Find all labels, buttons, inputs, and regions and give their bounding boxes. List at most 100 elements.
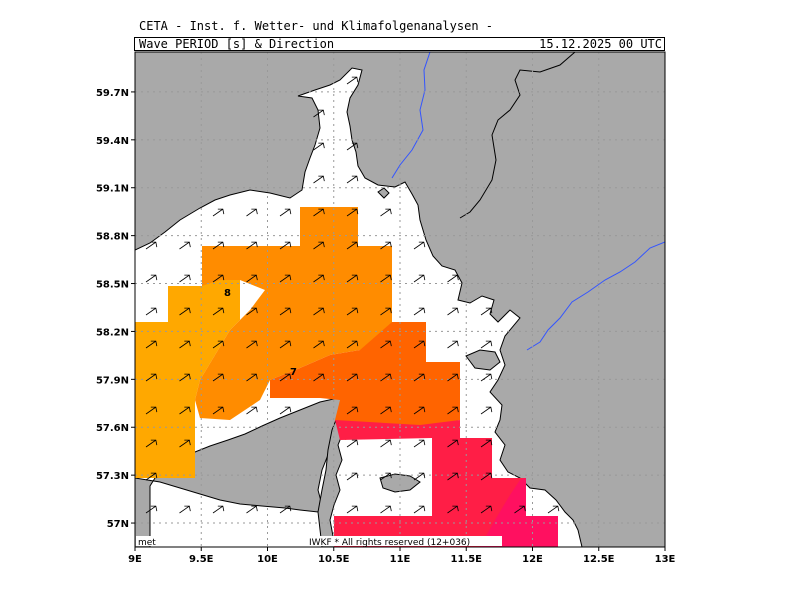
direction-arrow [212, 208, 225, 217]
footer-copyright: IWKF * All rights reserved (12+036) [309, 538, 470, 548]
direction-arrow [413, 307, 426, 316]
direction-arrow [346, 142, 359, 151]
direction-arrow [514, 505, 526, 514]
direction-arrow [346, 340, 359, 349]
direction-arrow [246, 406, 258, 415]
direction-arrow [480, 340, 493, 349]
lon-tick-label: 13E [655, 554, 676, 565]
direction-arrow [279, 505, 292, 514]
wave-direction-arrows [145, 76, 560, 514]
lon-tick-label: 10.5E [318, 554, 350, 565]
direction-arrow [145, 439, 158, 448]
direction-arrow [380, 406, 392, 415]
direction-arrow [413, 472, 426, 481]
lat-tick-label: 58.5N [96, 280, 129, 291]
direction-arrow [145, 373, 158, 382]
direction-arrow [313, 175, 325, 184]
direction-arrow [413, 241, 426, 250]
lat-tick-label: 58.8N [96, 232, 129, 243]
direction-arrow [346, 241, 359, 250]
direction-arrow [313, 274, 325, 283]
direction-arrow [212, 274, 225, 283]
direction-arrow [145, 505, 158, 514]
direction-arrow [279, 307, 292, 316]
direction-arrow [246, 274, 258, 283]
direction-arrow [413, 406, 426, 415]
map-datetime: 15.12.2025 00 UTC [539, 37, 662, 51]
direction-arrow [480, 406, 493, 415]
direction-arrow [346, 274, 359, 283]
direction-arrow [212, 307, 225, 316]
direction-arrow [346, 439, 359, 448]
direction-arrow [346, 307, 359, 316]
direction-arrow [179, 340, 191, 349]
direction-arrow [380, 208, 392, 217]
lake-vanern-coast [459, 52, 576, 219]
direction-arrow [346, 208, 359, 217]
lon-tick-label: 11E [390, 554, 411, 565]
direction-arrow [380, 505, 392, 514]
period-area-4-5 [480, 478, 558, 547]
direction-arrow [380, 472, 392, 481]
direction-arrow [447, 472, 459, 481]
contour-label-8: 8 [224, 288, 231, 299]
period-area-8-plus [135, 246, 240, 478]
hvaler-island [377, 187, 390, 199]
direction-arrow [279, 274, 292, 283]
direction-arrow [279, 241, 292, 250]
longitude-axis: 9E 9.5E 10E 10.5E 11E 11.5E 12E 12.5E 13E [128, 547, 676, 565]
period-area-6-7 [270, 322, 460, 440]
direction-arrow [246, 241, 258, 250]
direction-arrow [179, 307, 191, 316]
footer-left-box [136, 536, 158, 546]
direction-arrow [413, 373, 426, 382]
direction-arrow [313, 208, 325, 217]
direction-arrow [212, 373, 225, 382]
direction-arrow [413, 340, 426, 349]
lon-tick-label: 11.5E [450, 554, 482, 565]
direction-arrow [279, 406, 292, 415]
river-gota [526, 241, 665, 351]
direction-arrow [313, 307, 325, 316]
direction-arrow [179, 406, 191, 415]
title-box [134, 37, 665, 51]
direction-arrow [313, 373, 325, 382]
direction-arrow [480, 472, 493, 481]
direction-arrow [179, 373, 191, 382]
direction-arrow [380, 373, 392, 382]
period-area-7-8 [195, 207, 426, 420]
river-glomma [391, 52, 431, 179]
direction-arrow [212, 505, 225, 514]
direction-arrow [179, 439, 191, 448]
direction-arrow [212, 340, 225, 349]
direction-arrow [346, 406, 359, 415]
footer-center-box [306, 536, 502, 546]
map-title: Wave_PERIOD_[s]_&_Direction [139, 37, 335, 51]
direction-arrow [246, 373, 258, 382]
direction-arrow [447, 406, 459, 415]
direction-arrow [346, 472, 359, 481]
direction-arrow [547, 505, 560, 514]
direction-arrow [480, 307, 493, 316]
footer-left: met [138, 538, 156, 548]
direction-arrow [279, 208, 292, 217]
direction-arrow [447, 373, 459, 382]
direction-arrow [413, 439, 426, 448]
direction-arrow [145, 472, 158, 481]
direction-arrow [145, 340, 158, 349]
lat-tick-label: 57.3N [96, 471, 129, 482]
laeso-island [379, 473, 421, 493]
direction-arrow [246, 208, 258, 217]
latitude-axis: 57N 57.3N 57.6N 57.9N 58.2N 58.5N 58.8N 59.1N 59… [96, 88, 135, 530]
direction-arrow [313, 340, 325, 349]
direction-arrow [447, 307, 459, 316]
lon-tick-label: 9E [128, 554, 142, 565]
direction-arrow [145, 274, 158, 283]
direction-arrow [480, 439, 493, 448]
direction-arrow [279, 340, 292, 349]
direction-arrow [212, 241, 225, 250]
direction-arrow [313, 142, 325, 151]
direction-arrow [212, 406, 225, 415]
direction-arrow [380, 340, 392, 349]
direction-arrow [246, 505, 258, 514]
